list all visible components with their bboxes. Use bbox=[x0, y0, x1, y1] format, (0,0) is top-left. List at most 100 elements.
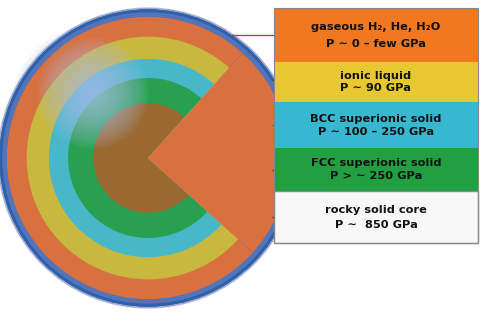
Circle shape bbox=[20, 30, 275, 286]
Circle shape bbox=[91, 91, 95, 95]
Circle shape bbox=[45, 45, 141, 141]
Circle shape bbox=[53, 53, 132, 133]
Circle shape bbox=[15, 25, 281, 291]
Circle shape bbox=[28, 43, 158, 173]
Circle shape bbox=[80, 80, 106, 106]
Circle shape bbox=[74, 84, 222, 232]
Circle shape bbox=[71, 71, 115, 115]
Circle shape bbox=[114, 125, 181, 191]
Circle shape bbox=[69, 83, 117, 132]
Circle shape bbox=[54, 64, 242, 252]
Circle shape bbox=[118, 128, 177, 187]
Circle shape bbox=[13, 29, 172, 187]
Text: P ∼ 100 – 250 GPa: P ∼ 100 – 250 GPa bbox=[317, 127, 433, 137]
Wedge shape bbox=[49, 59, 221, 257]
Circle shape bbox=[7, 17, 288, 299]
Circle shape bbox=[127, 138, 168, 178]
Circle shape bbox=[46, 56, 249, 260]
Circle shape bbox=[78, 88, 218, 228]
Circle shape bbox=[62, 78, 123, 139]
Text: gaseous H₂, He, H₂O: gaseous H₂, He, H₂O bbox=[311, 22, 440, 33]
Circle shape bbox=[75, 75, 110, 111]
Circle shape bbox=[51, 51, 134, 135]
Circle shape bbox=[48, 63, 137, 153]
Circle shape bbox=[24, 34, 271, 282]
Circle shape bbox=[87, 102, 99, 114]
Circle shape bbox=[83, 98, 103, 118]
Circle shape bbox=[69, 69, 117, 117]
Circle shape bbox=[30, 39, 266, 276]
Circle shape bbox=[89, 104, 97, 112]
Circle shape bbox=[73, 73, 113, 113]
Circle shape bbox=[58, 73, 127, 142]
Circle shape bbox=[103, 113, 192, 202]
Circle shape bbox=[102, 112, 194, 204]
Circle shape bbox=[55, 66, 240, 250]
Circle shape bbox=[100, 110, 196, 206]
Circle shape bbox=[92, 102, 203, 214]
Circle shape bbox=[11, 21, 284, 295]
Circle shape bbox=[81, 96, 105, 120]
Circle shape bbox=[62, 62, 123, 124]
Circle shape bbox=[84, 100, 101, 116]
Circle shape bbox=[122, 132, 174, 184]
Circle shape bbox=[64, 65, 121, 122]
Circle shape bbox=[36, 51, 150, 165]
Text: FCC superionic solid: FCC superionic solid bbox=[310, 158, 440, 169]
Circle shape bbox=[59, 69, 236, 247]
Wedge shape bbox=[148, 117, 203, 195]
Circle shape bbox=[20, 35, 166, 181]
Wedge shape bbox=[68, 78, 207, 238]
Circle shape bbox=[140, 151, 155, 165]
Circle shape bbox=[37, 47, 258, 269]
Text: P ∼ 0 – few GPa: P ∼ 0 – few GPa bbox=[325, 39, 425, 49]
Circle shape bbox=[107, 117, 188, 199]
Bar bbox=[274, 62, 477, 102]
Circle shape bbox=[28, 38, 268, 278]
Circle shape bbox=[120, 130, 175, 186]
Circle shape bbox=[58, 58, 128, 128]
Circle shape bbox=[2, 12, 294, 304]
Circle shape bbox=[0, 10, 295, 306]
Circle shape bbox=[72, 88, 113, 128]
Circle shape bbox=[79, 94, 107, 122]
Text: P ∼  850 GPa: P ∼ 850 GPa bbox=[334, 220, 417, 230]
Circle shape bbox=[133, 143, 162, 173]
Circle shape bbox=[77, 92, 109, 124]
Circle shape bbox=[146, 156, 150, 160]
Circle shape bbox=[113, 123, 183, 193]
Circle shape bbox=[79, 90, 216, 227]
Circle shape bbox=[66, 67, 119, 119]
Circle shape bbox=[38, 53, 148, 163]
Wedge shape bbox=[148, 68, 269, 239]
Circle shape bbox=[77, 78, 108, 109]
Circle shape bbox=[74, 90, 111, 126]
Circle shape bbox=[41, 51, 255, 265]
Circle shape bbox=[48, 58, 247, 258]
Circle shape bbox=[32, 47, 154, 169]
Bar bbox=[274, 102, 477, 148]
Circle shape bbox=[47, 47, 139, 139]
Circle shape bbox=[138, 149, 157, 167]
Bar bbox=[274, 191, 477, 243]
Circle shape bbox=[54, 69, 132, 147]
Circle shape bbox=[13, 23, 282, 293]
Circle shape bbox=[33, 43, 262, 273]
Circle shape bbox=[18, 28, 277, 288]
Circle shape bbox=[129, 140, 166, 176]
Circle shape bbox=[142, 153, 153, 164]
Circle shape bbox=[34, 49, 152, 167]
Circle shape bbox=[22, 32, 273, 284]
Circle shape bbox=[137, 147, 159, 169]
Circle shape bbox=[96, 106, 199, 210]
Circle shape bbox=[98, 108, 198, 208]
Circle shape bbox=[84, 84, 102, 102]
Wedge shape bbox=[0, 10, 257, 306]
Circle shape bbox=[116, 126, 179, 189]
Circle shape bbox=[94, 104, 201, 212]
Wedge shape bbox=[93, 103, 188, 213]
Text: BCC superionic solid: BCC superionic solid bbox=[310, 113, 441, 124]
Circle shape bbox=[56, 71, 130, 145]
Circle shape bbox=[90, 101, 205, 215]
Circle shape bbox=[66, 77, 229, 239]
